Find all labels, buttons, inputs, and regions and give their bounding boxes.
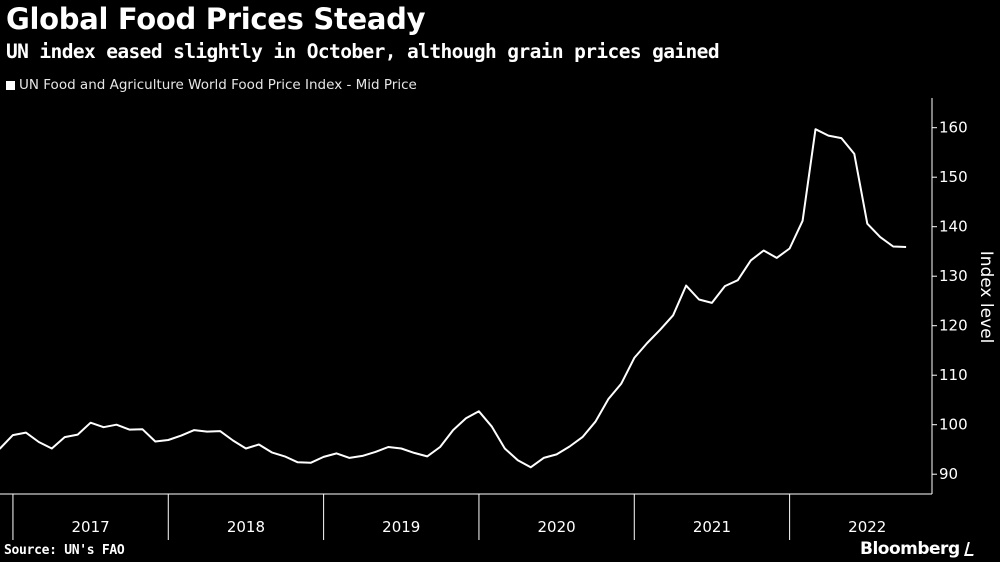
y-tick-label: 110: [939, 366, 968, 384]
y-tick-label: 130: [939, 267, 968, 285]
x-tick-label: 2020: [538, 518, 576, 536]
x-axis: 2017 2018 2019 2020 2021 2022: [0, 493, 932, 540]
x-tick-label: 2019: [382, 518, 420, 536]
chart-title: Global Food Prices Steady: [6, 2, 426, 36]
y-axis-label: Index level: [976, 251, 996, 344]
y-tick-label: 160: [939, 119, 968, 137]
y-tick-label: 140: [939, 218, 968, 236]
source-note: Source: UN's FAO: [4, 543, 125, 558]
y-tick-label: 100: [939, 416, 968, 434]
series-line: [0, 128, 907, 469]
x-tick-label: 2021: [693, 518, 731, 536]
bloomberg-logo: Bloomberg: [860, 539, 977, 559]
brand-name: Bloomberg: [860, 539, 960, 559]
legend: UN Food and Agriculture World Food Price…: [6, 77, 417, 93]
legend-label: UN Food and Agriculture World Food Price…: [19, 77, 417, 93]
series-layer: [0, 128, 907, 469]
x-tick-label: 2018: [227, 518, 265, 536]
y-axis: 90 100 110 120 130 140 150 160: [931, 98, 968, 494]
legend-swatch: [6, 80, 15, 90]
brand-mark-icon: [963, 542, 977, 556]
y-tick-label: 120: [939, 317, 968, 335]
x-tick-label: 2022: [848, 518, 886, 536]
chart-subtitle: UN index eased slightly in October, alth…: [6, 40, 720, 63]
y-tick-label: 150: [939, 168, 968, 186]
x-tick-label: 2017: [72, 518, 110, 536]
y-tick-label: 90: [939, 465, 958, 483]
